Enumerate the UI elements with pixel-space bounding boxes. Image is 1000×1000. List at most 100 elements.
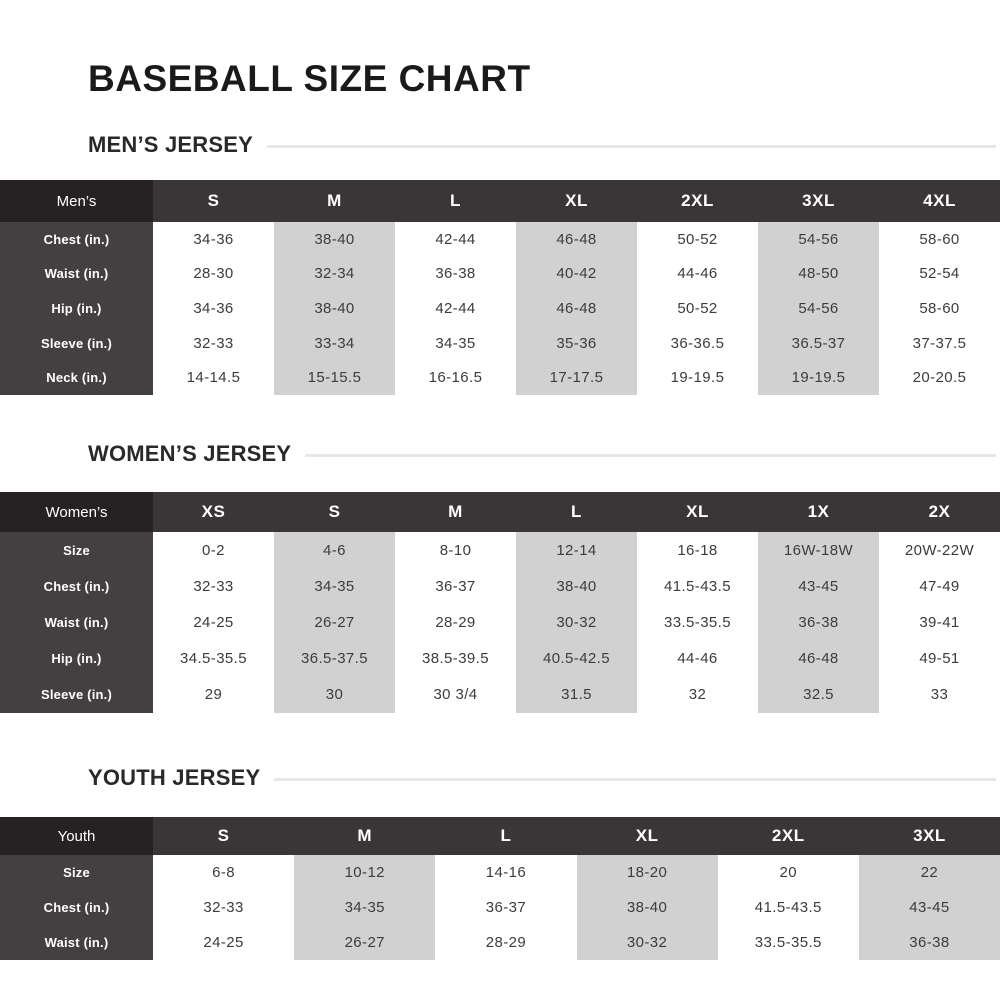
size-column-header: M xyxy=(327,191,342,210)
size-value-cell: 39-41 xyxy=(919,613,960,631)
size-value-cell: 43-45 xyxy=(758,568,879,605)
corner-header-cell: Women’s xyxy=(0,492,153,532)
size-value-cell: 34.5-35.5 xyxy=(180,650,247,668)
size-value-cell: 26-27 xyxy=(294,925,436,960)
size-column-header: 4XL xyxy=(923,191,956,210)
size-value-cell: 38-40 xyxy=(516,568,637,605)
size-value-cell: 32-33 xyxy=(203,899,244,916)
size-value-cell: 32 xyxy=(688,686,707,704)
size-value-cell: 32-33 xyxy=(193,334,234,352)
size-value-cell: 34-36 xyxy=(193,299,234,317)
size-value-cell: 40.5-42.5 xyxy=(516,640,637,677)
size-column-header: 3XL xyxy=(913,826,946,845)
size-value-cell: 20-20.5 xyxy=(912,369,967,387)
row-label: Hip (in.) xyxy=(0,640,153,677)
size-value-cell: 37-37.5 xyxy=(912,334,967,352)
table-row: Chest (in.) 32-33 34-35 36-37 38-40 41.5-43.5… xyxy=(0,568,1000,605)
size-value-cell: 4-6 xyxy=(274,532,395,569)
size-value-cell: 0-2 xyxy=(202,541,225,559)
size-value-cell: 8-10 xyxy=(439,541,472,559)
size-value-cell: 33.5-35.5 xyxy=(754,934,822,951)
table-row: Sleeve (in.) 32-33 33-34 34-35 35-36 36-36.5 3… xyxy=(0,325,1000,361)
womens-size-table: Women’s XS S M L XL 1X 2X Size 0-2 4-6 8-10 12-14 16-… xyxy=(0,492,1000,713)
size-column-header: S xyxy=(328,502,341,521)
size-value-cell: 33 xyxy=(930,686,949,704)
table-row: Chest (in.) 32-33 34-35 36-37 38-40 41.5-43.5… xyxy=(0,890,1000,925)
size-column-header: 1X xyxy=(807,502,830,521)
size-value-cell: 36-38 xyxy=(858,925,1000,960)
size-value-cell: 18-20 xyxy=(576,855,718,890)
youth-size-table: Youth S M L XL 2XL 3XL Size 6-8 10-12 14-16 18-20 20… xyxy=(0,817,1000,960)
row-label: Sleeve (in.) xyxy=(0,676,153,713)
size-value-cell: 20 xyxy=(779,864,798,881)
row-label: Waist (in.) xyxy=(0,256,153,292)
size-column-header: XS xyxy=(201,502,226,521)
size-value-cell: 33-34 xyxy=(274,325,395,361)
size-value-cell: 34-35 xyxy=(294,890,436,925)
size-value-cell: 52-54 xyxy=(919,265,960,283)
page-title: BASEBALL SIZE CHART xyxy=(88,58,531,99)
size-value-cell: 40-42 xyxy=(516,256,637,292)
size-value-cell: 19-19.5 xyxy=(670,369,725,387)
table-row: Hip (in.) 34.5-35.5 36.5-37.5 38.5-39.5 40.5… xyxy=(0,640,1000,677)
size-value-cell: 32.5 xyxy=(758,676,879,713)
size-value-cell: 22 xyxy=(858,855,1000,890)
size-value-cell: 30-32 xyxy=(576,925,718,960)
size-value-cell: 42-44 xyxy=(435,299,476,317)
size-value-cell: 44-46 xyxy=(677,650,718,668)
size-value-cell: 17-17.5 xyxy=(516,360,637,395)
table-header-row: Men’s S M L XL 2XL 3XL 4XL xyxy=(0,180,1000,222)
section-heading-text: YOUTH JERSEY xyxy=(88,765,261,790)
size-value-cell: 28-30 xyxy=(193,265,234,283)
section-heading-womens-jersey: WOMEN’S JERSEY xyxy=(88,441,996,467)
heading-rule xyxy=(274,778,996,781)
size-value-cell: 48-50 xyxy=(758,256,879,292)
size-value-cell: 30-32 xyxy=(516,604,637,641)
size-column-header: XL xyxy=(565,191,588,210)
mens-size-table: Men’s S M L XL 2XL 3XL 4XL Chest (in.) 34-36 38-40… xyxy=(0,180,1000,395)
section-heading-youth-jersey: YOUTH JERSEY xyxy=(88,765,996,791)
size-value-cell: 58-60 xyxy=(919,230,960,248)
size-column-header: M xyxy=(448,502,463,521)
size-column-header: L xyxy=(500,826,512,845)
size-column-header: L xyxy=(571,502,582,521)
size-value-cell: 34-36 xyxy=(193,230,234,248)
size-value-cell: 16-16.5 xyxy=(428,369,483,387)
table-row: Neck (in.) 14-14.5 15-15.5 16-16.5 17-17.5 19… xyxy=(0,360,1000,395)
size-value-cell: 46-48 xyxy=(516,222,637,257)
size-column-header: S xyxy=(207,191,220,210)
row-label: Neck (in.) xyxy=(0,360,153,395)
size-value-cell: 46-48 xyxy=(758,640,879,677)
size-value-cell: 50-52 xyxy=(677,230,718,248)
row-label: Size xyxy=(0,855,153,890)
table-row: Size 6-8 10-12 14-16 18-20 20 22 xyxy=(0,855,1000,890)
size-value-cell: 36-38 xyxy=(435,265,476,283)
size-value-cell: 36-37 xyxy=(435,577,476,595)
size-value-cell: 31.5 xyxy=(516,676,637,713)
size-value-cell: 19-19.5 xyxy=(758,360,879,395)
size-value-cell: 41.5-43.5 xyxy=(664,577,731,595)
row-label: Hip (in.) xyxy=(0,291,153,326)
size-value-cell: 32-33 xyxy=(193,577,234,595)
row-label: Sleeve (in.) xyxy=(0,325,153,361)
size-value-cell: 38-40 xyxy=(576,890,718,925)
size-value-cell: 36.5-37 xyxy=(758,325,879,361)
size-value-cell: 16W-18W xyxy=(758,532,879,569)
size-value-cell: 24-25 xyxy=(203,934,244,951)
table-row: Sleeve (in.) 29 30 30 3/4 31.5 32 32.5 33 xyxy=(0,676,1000,713)
size-column-header: L xyxy=(450,191,461,210)
corner-header-cell: Men’s xyxy=(0,180,153,222)
size-column-header: XL xyxy=(686,502,709,521)
section-heading-text: WOMEN’S JERSEY xyxy=(88,441,292,466)
heading-rule xyxy=(305,454,996,457)
size-value-cell: 26-27 xyxy=(274,604,395,641)
size-value-cell: 42-44 xyxy=(435,230,476,248)
size-value-cell: 29 xyxy=(204,686,223,704)
size-value-cell: 20W-22W xyxy=(904,541,975,559)
size-value-cell: 10-12 xyxy=(294,855,436,890)
section-heading-text: MEN’S JERSEY xyxy=(88,132,254,157)
size-value-cell: 36-38 xyxy=(758,604,879,641)
size-value-cell: 12-14 xyxy=(516,532,637,569)
table-row: Size 0-2 4-6 8-10 12-14 16-18 16W-18W 20W-22W xyxy=(0,532,1000,569)
size-value-cell: 14-14.5 xyxy=(186,369,241,387)
